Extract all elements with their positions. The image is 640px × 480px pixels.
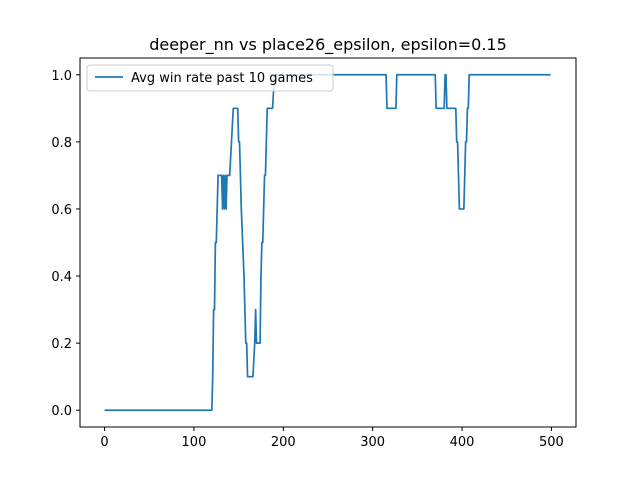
x-tick-label: 400 xyxy=(450,435,475,450)
series-layer xyxy=(104,73,551,412)
legend-box xyxy=(86,64,334,92)
x-tick-label: 500 xyxy=(539,435,564,450)
x-tick-label: 100 xyxy=(182,435,207,450)
y-axis-ticks: 0.0 0.2 0.4 0.6 0.8 1.0 xyxy=(51,69,80,419)
x-tick-label: 0 xyxy=(100,435,108,450)
legend-label: Avg win rate past 10 games xyxy=(131,71,313,86)
y-tick-label: 0.2 xyxy=(51,337,72,352)
chart-title: deeper_nn vs place26_epsilon, epsilon=0.… xyxy=(149,35,507,55)
series-line xyxy=(104,73,551,412)
y-tick-label: 0.0 xyxy=(51,404,72,419)
y-tick-label: 0.8 xyxy=(51,136,72,151)
x-axis-ticks: 0 100 200 300 400 500 xyxy=(100,427,564,450)
y-tick-label: 0.6 xyxy=(51,203,72,218)
plot-area: 0 100 200 300 400 500 0.0 0.2 0.4 0.6 0.8 1.0 xyxy=(51,57,577,450)
x-tick-label: 300 xyxy=(360,435,385,450)
x-tick-label: 200 xyxy=(271,435,296,450)
y-tick-label: 0.4 xyxy=(51,270,72,285)
legend: Avg win rate past 10 games xyxy=(86,64,334,92)
y-tick-label: 1.0 xyxy=(51,69,72,84)
axes-frame xyxy=(79,57,577,428)
